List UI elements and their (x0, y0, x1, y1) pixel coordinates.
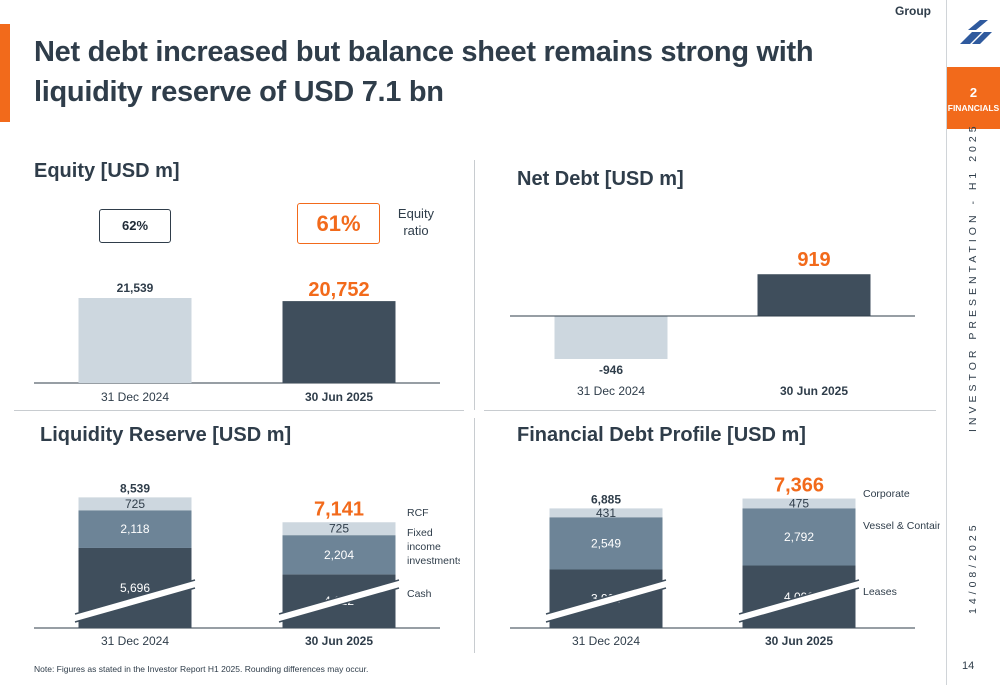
equity-value-label: 21,539 (117, 281, 154, 295)
page-title: Net debt increased but balance sheet rem… (34, 36, 814, 108)
liquidity-axis-break (74, 580, 196, 622)
debt-profile-bar-segment (549, 517, 663, 570)
liquidity-category-label: 31 Dec 2024 (101, 634, 169, 648)
net-debt-bar (554, 316, 668, 359)
equity-category-label: 31 Dec 2024 (101, 390, 169, 404)
panel-divider-vertical-bottom (474, 418, 475, 653)
section-number: 2 (969, 85, 978, 100)
liquidity-bar-segment (78, 510, 192, 548)
debt-profile-segment-label: 431 (596, 506, 616, 520)
debt-profile-axis-break-edge (545, 587, 667, 623)
debt-profile-legend-label: Leases (863, 586, 897, 598)
debt-profile-axis-break (738, 580, 860, 622)
liquidity-chart-title: Liquidity Reserve [USD m] (40, 424, 292, 446)
panel-divider-horizontal-right (484, 410, 936, 411)
debt-profile-segment-label: 475 (789, 496, 809, 510)
debt-profile-total-label: 7,366 (774, 475, 824, 497)
debt-profile-legend-label: Vessel & Container (863, 520, 940, 532)
net-debt-category-label: 31 Dec 2024 (577, 384, 645, 398)
equity-bar (78, 298, 192, 383)
presentation-vertical-text: INVESTOR PRESENTATION - H1 2025 (967, 122, 979, 432)
debt-profile-bar-segment (549, 508, 663, 518)
liquidity-axis-break (278, 580, 400, 622)
footnote: Note: Figures as stated in the Investor … (34, 664, 369, 674)
debt-profile-segment-label: 2,792 (784, 530, 814, 544)
liquidity-segment-label: 5,696 (120, 581, 150, 595)
equity-chart-title: Equity [USD m] (34, 160, 180, 182)
accent-bar (0, 24, 10, 122)
liquidity-axis-break-edge (74, 587, 196, 623)
liquidity-bar-segment (78, 497, 192, 511)
net-debt-value-label: -946 (599, 363, 623, 377)
debt-profile-axis-break-edge (738, 587, 860, 623)
liquidity-axis-break-edge (278, 579, 400, 615)
equity-ratio-2025: 61% (297, 203, 380, 244)
liquidity-bar-segment (282, 535, 396, 575)
group-label: Group (895, 4, 931, 18)
liquidity-legend-label: Fixed (407, 527, 433, 539)
debt-profile-axis-break (545, 580, 667, 622)
liquidity-axis-break-edge (278, 587, 400, 623)
liquidity-legend-label: income (407, 541, 441, 553)
section-tab-financials[interactable]: 2 FINANCIALS (947, 67, 1000, 129)
debt-profile-bar-segment (742, 508, 856, 566)
liquidity-legend-label: Cash (407, 588, 432, 600)
liquidity-category-label: 30 Jun 2025 (305, 634, 373, 648)
debt-profile-category-label: 31 Dec 2024 (572, 634, 640, 648)
panel-divider-vertical-top (474, 160, 475, 410)
liquidity-axis-break-edge (74, 579, 196, 615)
liquidity-total-label: 8,539 (120, 481, 150, 495)
debt-profile-axis-break-edge (738, 579, 860, 615)
company-logo-icon (960, 20, 992, 44)
debt-profile-segment-label: 2,549 (591, 536, 621, 550)
equity-ratio-2024: 62% (99, 209, 171, 243)
net-debt-value-label: 919 (797, 249, 830, 271)
equity-value-label: 20,752 (308, 279, 369, 301)
section-label: FINANCIALS (947, 103, 1000, 113)
liquidity-segment-label: 725 (329, 522, 349, 536)
debt-profile-axis-break-edge (545, 579, 667, 615)
equity-category-label: 30 Jun 2025 (305, 390, 373, 404)
sidebar-divider (946, 0, 947, 685)
equity-ratio-label: Equity ratio (397, 206, 435, 238)
equity-bar (282, 301, 396, 383)
liquidity-bar-segment (282, 522, 396, 536)
net-debt-chart-title: Net Debt [USD m] (517, 168, 684, 190)
liquidity-total-label: 7,141 (314, 498, 364, 520)
liquidity-segment-label: 725 (125, 497, 145, 511)
date-vertical-text: 14/08/2025 (967, 521, 979, 614)
page-number: 14 (962, 660, 975, 672)
debt-profile-total-label: 6,885 (591, 492, 621, 506)
net-debt-bar (757, 274, 871, 316)
liquidity-legend-label: investments (407, 555, 460, 567)
net-debt-chart: -946 31 Dec 2024 919 30 Jun 2025 (510, 249, 915, 398)
liquidity-segment-label: 2,118 (120, 522, 149, 536)
debt-profile-legend-label: Corporate (863, 488, 910, 500)
debt-profile-category-label: 30 Jun 2025 (765, 634, 833, 648)
liquidity-legend-label: RCF (407, 507, 429, 519)
debt-profile-bar-segment (742, 498, 856, 509)
equity-chart: 21,539 31 Dec 2024 20,752 30 Jun 2025 (34, 279, 440, 404)
debt-profile-chart-title: Financial Debt Profile [USD m] (517, 424, 806, 446)
net-debt-category-label: 30 Jun 2025 (780, 384, 848, 398)
panel-divider-horizontal-left (14, 410, 464, 411)
liquidity-segment-label: 2,204 (324, 548, 354, 562)
